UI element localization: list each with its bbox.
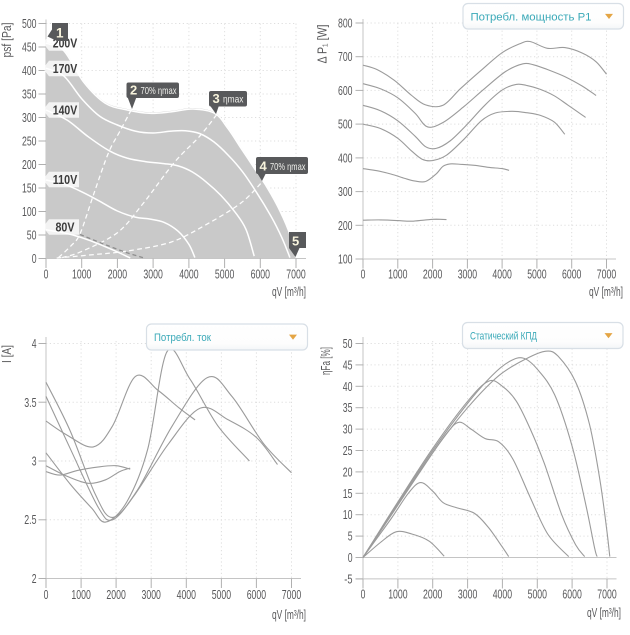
svg-text:45: 45 (343, 358, 353, 372)
svg-text:150: 150 (22, 182, 37, 196)
svg-text:250: 250 (22, 135, 37, 149)
svg-text:70% ηmax: 70% ηmax (270, 161, 306, 173)
svg-text:3000: 3000 (458, 268, 477, 282)
svg-text:400: 400 (22, 64, 37, 78)
svg-text:Потребл. мощность P1: Потребл. мощность P1 (471, 11, 592, 23)
svg-text:0: 0 (361, 588, 366, 602)
svg-text:2: 2 (32, 572, 37, 586)
svg-text:I [A]: I [A] (0, 345, 14, 363)
svg-text:2000: 2000 (108, 268, 127, 282)
svg-text:170V: 170V (53, 62, 78, 76)
svg-text:1000: 1000 (388, 588, 407, 602)
svg-text:3000: 3000 (143, 268, 162, 282)
svg-text:2000: 2000 (423, 268, 442, 282)
svg-text:25: 25 (343, 444, 353, 458)
svg-text:1000: 1000 (71, 588, 90, 602)
svg-text:3.5: 3.5 (24, 396, 36, 410)
svg-text:400: 400 (338, 151, 353, 165)
svg-text:2000: 2000 (106, 588, 125, 602)
svg-text:0: 0 (32, 252, 37, 266)
svg-text:4000: 4000 (179, 268, 198, 282)
svg-text:3000: 3000 (142, 588, 161, 602)
svg-text:80V: 80V (56, 221, 76, 235)
svg-text:3000: 3000 (458, 588, 477, 602)
svg-text:1000: 1000 (72, 268, 91, 282)
svg-text:Δ P₁ [W]: Δ P₁ [W] (316, 25, 330, 64)
svg-text:200: 200 (22, 158, 37, 172)
svg-text:70% ηmax: 70% ηmax (141, 85, 178, 97)
svg-text:-5: -5 (344, 572, 352, 586)
svg-text:5000: 5000 (528, 588, 547, 602)
svg-text:4000: 4000 (492, 268, 511, 282)
svg-text:3: 3 (32, 455, 37, 469)
svg-text:500: 500 (22, 17, 37, 31)
svg-text:700: 700 (338, 50, 353, 64)
svg-text:600: 600 (338, 84, 353, 98)
svg-text:Потребл. ток: Потребл. ток (154, 332, 211, 344)
svg-text:3: 3 (213, 91, 220, 106)
svg-text:300: 300 (338, 185, 353, 199)
svg-text:6000: 6000 (562, 588, 581, 602)
svg-text:4: 4 (260, 159, 268, 174)
svg-text:300: 300 (22, 111, 37, 125)
svg-text:6000: 6000 (562, 268, 581, 282)
svg-text:qV [m³/h]: qV [m³/h] (272, 285, 306, 299)
svg-text:50: 50 (343, 337, 353, 351)
svg-text:6000: 6000 (251, 268, 270, 282)
svg-text:0: 0 (348, 551, 353, 565)
svg-text:1000: 1000 (388, 268, 407, 282)
svg-text:2000: 2000 (423, 588, 442, 602)
svg-text:450: 450 (22, 41, 37, 55)
svg-text:1: 1 (56, 26, 64, 41)
svg-text:2.5: 2.5 (24, 513, 36, 527)
svg-text:5: 5 (348, 530, 353, 544)
svg-text:40: 40 (343, 380, 353, 394)
svg-text:200: 200 (338, 219, 353, 233)
svg-text:30: 30 (343, 423, 353, 437)
svg-text:0: 0 (44, 268, 49, 282)
svg-text:10: 10 (343, 508, 353, 522)
svg-text:350: 350 (22, 88, 37, 102)
svg-text:2: 2 (130, 83, 137, 98)
svg-text:0: 0 (44, 588, 49, 602)
svg-text:50: 50 (27, 229, 37, 243)
svg-text:psf [Pa]: psf [Pa] (0, 23, 14, 58)
svg-text:800: 800 (338, 17, 353, 31)
svg-text:100: 100 (338, 253, 353, 267)
svg-text:7000: 7000 (286, 268, 305, 282)
svg-text:7000: 7000 (282, 588, 301, 602)
svg-text:5000: 5000 (212, 588, 231, 602)
svg-text:qV [m³/h]: qV [m³/h] (587, 606, 621, 620)
svg-text:4000: 4000 (493, 588, 512, 602)
svg-text:ηFa [%]: ηFa [%] (319, 347, 333, 375)
svg-text:20: 20 (343, 465, 353, 479)
svg-text:5000: 5000 (527, 268, 546, 282)
svg-text:qV [m³/h]: qV [m³/h] (589, 285, 623, 299)
svg-text:7000: 7000 (597, 268, 616, 282)
svg-text:100: 100 (22, 205, 37, 219)
svg-text:qV [m³/h]: qV [m³/h] (272, 608, 306, 622)
svg-text:Статический КПД: Статический КПД (470, 331, 537, 343)
svg-text:15: 15 (343, 487, 353, 501)
svg-text:0: 0 (361, 268, 366, 282)
svg-text:35: 35 (343, 401, 353, 415)
svg-text:7000: 7000 (597, 588, 616, 602)
svg-text:4000: 4000 (177, 588, 196, 602)
svg-text:500: 500 (338, 118, 353, 132)
svg-text:110V: 110V (53, 173, 78, 187)
svg-text:6000: 6000 (247, 588, 266, 602)
svg-text:140V: 140V (53, 104, 78, 118)
svg-text:ηmax: ηmax (223, 94, 244, 106)
svg-text:4: 4 (32, 337, 37, 351)
svg-text:5000: 5000 (215, 268, 234, 282)
svg-text:5: 5 (292, 234, 299, 249)
